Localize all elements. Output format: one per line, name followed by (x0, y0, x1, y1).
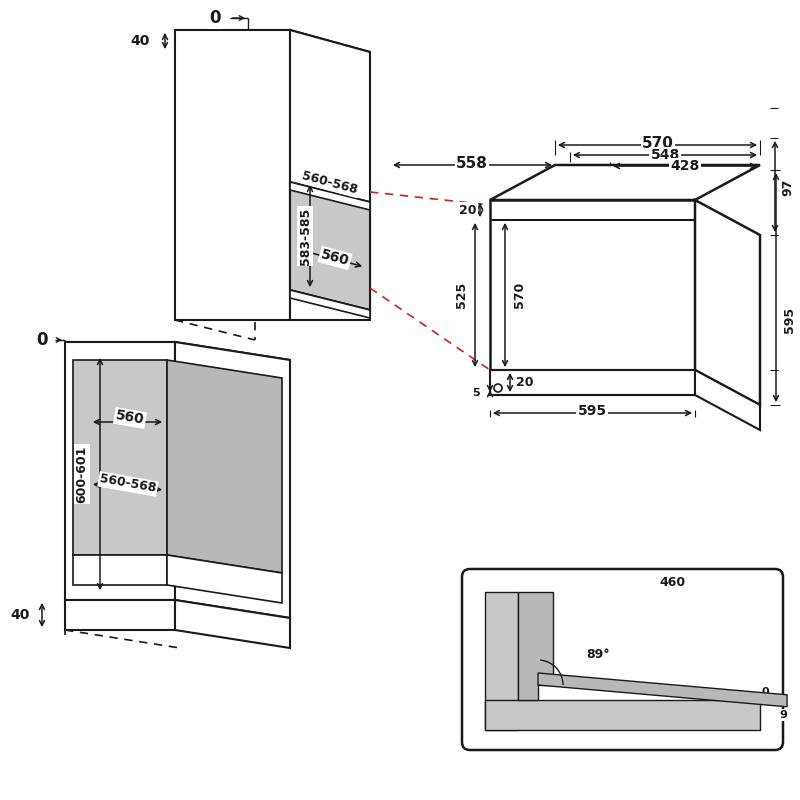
FancyBboxPatch shape (462, 569, 783, 750)
Text: 595: 595 (783, 307, 797, 333)
Polygon shape (175, 342, 290, 618)
Text: 428: 428 (670, 159, 700, 173)
Text: 89°: 89° (586, 649, 610, 662)
Polygon shape (73, 555, 167, 585)
Polygon shape (175, 30, 370, 52)
Text: 9: 9 (779, 710, 787, 720)
Text: 40: 40 (10, 608, 30, 622)
Text: 5: 5 (472, 388, 480, 398)
Text: 0: 0 (36, 331, 48, 349)
Polygon shape (490, 200, 695, 370)
Text: 0: 0 (210, 9, 221, 27)
Text: 460: 460 (660, 577, 686, 590)
Text: 20: 20 (516, 375, 534, 389)
Text: 560-568: 560-568 (301, 170, 359, 197)
Text: 20: 20 (459, 203, 477, 217)
Text: 570: 570 (514, 282, 526, 308)
Polygon shape (695, 200, 760, 405)
Polygon shape (167, 555, 282, 603)
Polygon shape (485, 700, 760, 730)
Text: 97: 97 (782, 178, 794, 196)
Text: 525: 525 (455, 282, 469, 308)
Text: 600-601: 600-601 (75, 446, 89, 502)
Text: 560: 560 (114, 409, 146, 427)
Polygon shape (65, 342, 175, 600)
Polygon shape (518, 592, 553, 700)
Polygon shape (490, 165, 760, 200)
Polygon shape (175, 30, 290, 320)
Text: 560-568: 560-568 (98, 473, 158, 495)
Polygon shape (290, 182, 370, 310)
Text: 40: 40 (130, 34, 150, 48)
Polygon shape (175, 600, 290, 648)
Polygon shape (290, 30, 370, 320)
Circle shape (494, 384, 502, 392)
Polygon shape (538, 673, 787, 706)
Polygon shape (65, 342, 290, 360)
Text: 0: 0 (761, 686, 769, 697)
Text: 583-585: 583-585 (298, 207, 311, 265)
Polygon shape (695, 370, 760, 430)
Text: 570: 570 (642, 137, 674, 151)
Polygon shape (73, 360, 167, 555)
Text: 558: 558 (456, 155, 488, 170)
Text: 595: 595 (578, 404, 606, 418)
Polygon shape (65, 600, 175, 630)
Polygon shape (290, 290, 370, 318)
Polygon shape (485, 592, 518, 730)
Polygon shape (490, 370, 695, 395)
Polygon shape (167, 360, 282, 573)
Text: 548: 548 (650, 148, 680, 162)
Polygon shape (290, 182, 370, 210)
Text: 560: 560 (319, 247, 351, 269)
